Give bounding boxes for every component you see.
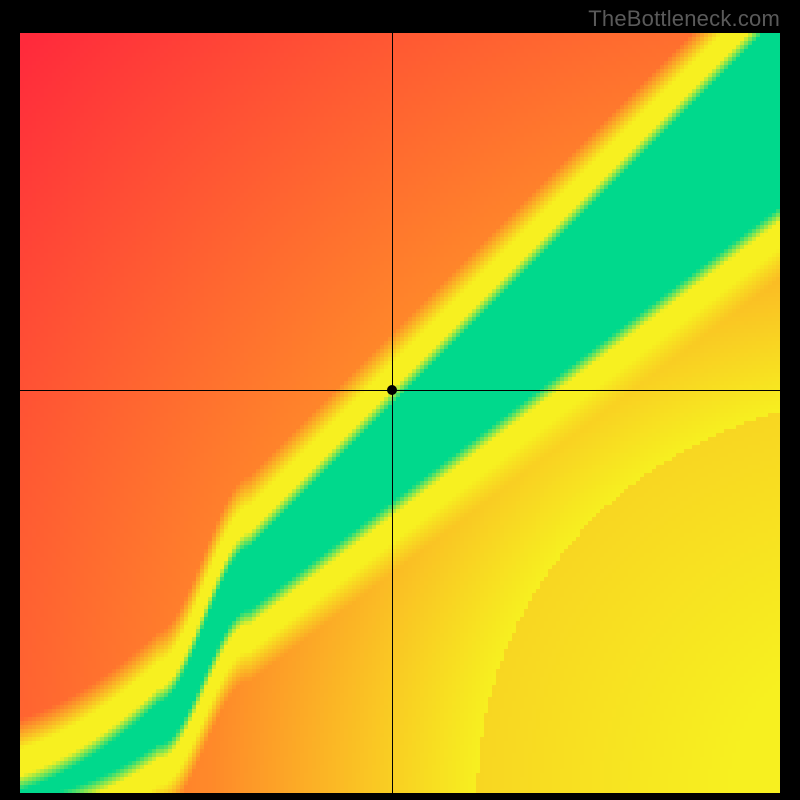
chart-container: TheBottleneck.com [0, 0, 800, 800]
crosshair-vertical [392, 33, 393, 793]
crosshair-marker-dot [387, 385, 397, 395]
heatmap-canvas [20, 33, 780, 793]
watermark-text: TheBottleneck.com [588, 6, 780, 32]
crosshair-horizontal [20, 390, 780, 391]
